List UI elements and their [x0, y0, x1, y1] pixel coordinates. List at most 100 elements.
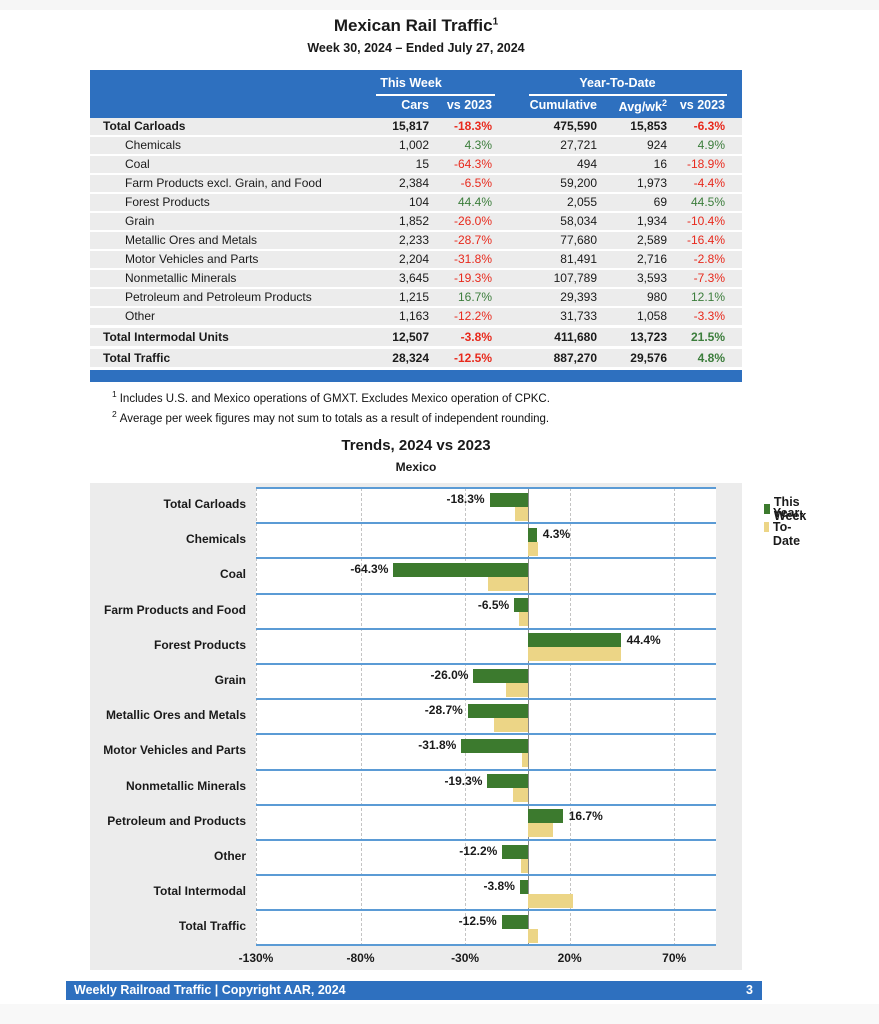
page-subtitle: Week 30, 2024 – Ended July 27, 2024 [307, 41, 525, 55]
trends-bar-chart: This Week Year-To-Date -18.3% 4.3% -64.3% -… [90, 483, 806, 970]
table-cell: -64.3% [453, 157, 492, 171]
table-cell: Motor Vehicles and Parts [125, 252, 259, 266]
table-cell: 12,507 [392, 330, 429, 344]
table-cell: 59,200 [560, 176, 597, 190]
band-separator-line [256, 733, 716, 736]
band-separator-line [256, 909, 716, 912]
table-row: Chemicals 1,002 4.3% 27,721 924 4.9% [90, 137, 742, 154]
table-cell: 13,723 [630, 330, 667, 344]
table-cell: -3.3% [693, 309, 725, 323]
table-row: Coal 15 -64.3% 494 16 -18.9% [90, 156, 742, 173]
table-cell: 2,384 [398, 176, 429, 190]
footer-bar: Weekly Railroad Traffic | Copyright AAR,… [66, 981, 762, 1000]
this-week-bar [473, 668, 528, 683]
col-header-avgwk: Avg/wk2 [619, 98, 667, 114]
table-cell: 887,270 [553, 351, 597, 365]
footnote-1-marker: 1 [112, 389, 117, 399]
footer-page-number: 3 [746, 983, 753, 997]
table-cell: -7.3% [693, 271, 725, 285]
bar-value-label: 4.3% [542, 527, 571, 542]
bar-value-label: -3.8% [483, 879, 515, 894]
band-separator-line [256, 839, 716, 841]
band-separator-line [256, 627, 716, 630]
table-cell: 15,817 [392, 119, 429, 133]
year-to-date-bar [527, 893, 573, 908]
table-cell: 58,034 [560, 214, 597, 228]
table-cell: -18.3% [453, 119, 492, 133]
table-cell: -10.4% [686, 214, 725, 228]
table-cell: 4.3% [464, 138, 492, 152]
year-to-date-bar [521, 752, 528, 767]
table-row: Motor Vehicles and Parts 2,204 -31.8% 81,49… [90, 251, 742, 268]
category-label: Total Traffic [178, 919, 246, 934]
table-cell: 77,680 [560, 233, 597, 247]
bar-value-label: -31.8% [418, 738, 457, 753]
table-cell: 44.4% [457, 195, 492, 209]
table-cell: -12.5% [453, 351, 492, 365]
gridline [256, 488, 257, 946]
col-group-year-to-date: Year-To-Date [579, 76, 656, 90]
category-label: Metallic Ores and Metals [105, 708, 246, 723]
legend-item-this-week: This Week [764, 495, 810, 523]
category-label: Other [213, 849, 246, 863]
traffic-table: This Week Year-To-Date Cars vs 2023 Cumu… [90, 70, 742, 382]
chart-title: Trends, 2024 vs 2023 [341, 437, 491, 454]
table-cell: 3,645 [398, 271, 429, 285]
col-header-avgwk-text: Avg/wk [618, 100, 662, 115]
band-separator-line [256, 768, 716, 771]
category-label: Motor Vehicles and Parts [103, 743, 246, 758]
category-label: Grain [214, 673, 246, 687]
table-cell: 15,853 [630, 119, 667, 133]
table-cell: -19.3% [453, 271, 492, 285]
table-cell: 4.9% [697, 138, 725, 152]
category-label: Total Intermodal [153, 884, 246, 899]
footer-text: Weekly Railroad Traffic | Copyright AAR,… [74, 983, 346, 997]
table-body: Total Carloads 15,817 -18.3% 475,590 15,853 -… [90, 118, 742, 367]
table-cell: Coal [125, 157, 150, 171]
table-row: Farm Products excl. Grain, and Food 2,384… [90, 175, 742, 192]
avgwk-footnote-marker: 2 [661, 98, 667, 108]
year-to-date-bar [527, 823, 554, 838]
this-week-swatch [764, 504, 770, 514]
legend-label-this-week: This Week [773, 495, 807, 523]
chart-legend: This Week Year-To-Date [764, 495, 810, 548]
table-row: Total Carloads 15,817 -18.3% 475,590 15,853 -… [90, 118, 742, 135]
table-cell: 1,852 [398, 214, 429, 228]
this-week-bar [467, 703, 528, 718]
table-row: Other 1,163 -12.2% 31,733 1,058 -3.3% [90, 308, 742, 325]
table-cell: 475,590 [553, 119, 597, 133]
band-separator-line [256, 874, 716, 877]
table-header: This Week Year-To-Date Cars vs 2023 Cumu… [90, 70, 742, 118]
table-cell: -12.2% [453, 309, 492, 323]
year-to-date-bar [506, 682, 528, 697]
group-underline [529, 94, 727, 96]
table-bottom-bar [90, 370, 742, 382]
table-cell: 29,576 [630, 351, 667, 365]
table-cell: 2,233 [398, 233, 429, 247]
year-to-date-bar [527, 647, 621, 662]
x-axis-tick-label: -80% [346, 951, 375, 965]
table-cell: 1,058 [636, 309, 667, 323]
bar-value-label: 44.4% [626, 632, 661, 647]
gridline [674, 488, 676, 946]
table-row: Nonmetallic Minerals 3,645 -19.3% 107,789 3,… [90, 270, 742, 287]
legend-label-year-to-date: Year-To-Date [772, 506, 804, 548]
category-label: Chemicals [185, 532, 246, 547]
table-cell: Grain [125, 214, 155, 228]
gridline [360, 488, 362, 946]
this-week-bar [393, 562, 528, 577]
bar-value-label: -18.3% [446, 492, 485, 506]
table-cell: 15 [415, 157, 429, 171]
this-week-bar [514, 598, 528, 613]
table-cell: Total Intermodal Units [103, 330, 229, 344]
table-cell: -4.4% [693, 176, 725, 190]
table-cell: 1,215 [398, 290, 429, 304]
footnote-2-marker: 2 [112, 409, 117, 419]
col-header-cumulative: Cumulative [529, 98, 597, 112]
table-cell: 104 [408, 195, 429, 209]
table-cell: 12.1% [690, 290, 725, 304]
footnote-1-text: Includes U.S. and Mexico operations of G… [119, 392, 550, 405]
footnote-2-text: Average per week figures may not sum to … [119, 412, 550, 425]
table-cell: 21.5% [690, 330, 725, 344]
plot-area: This Week Year-To-Date -18.3% 4.3% -64.3% -… [256, 487, 806, 946]
